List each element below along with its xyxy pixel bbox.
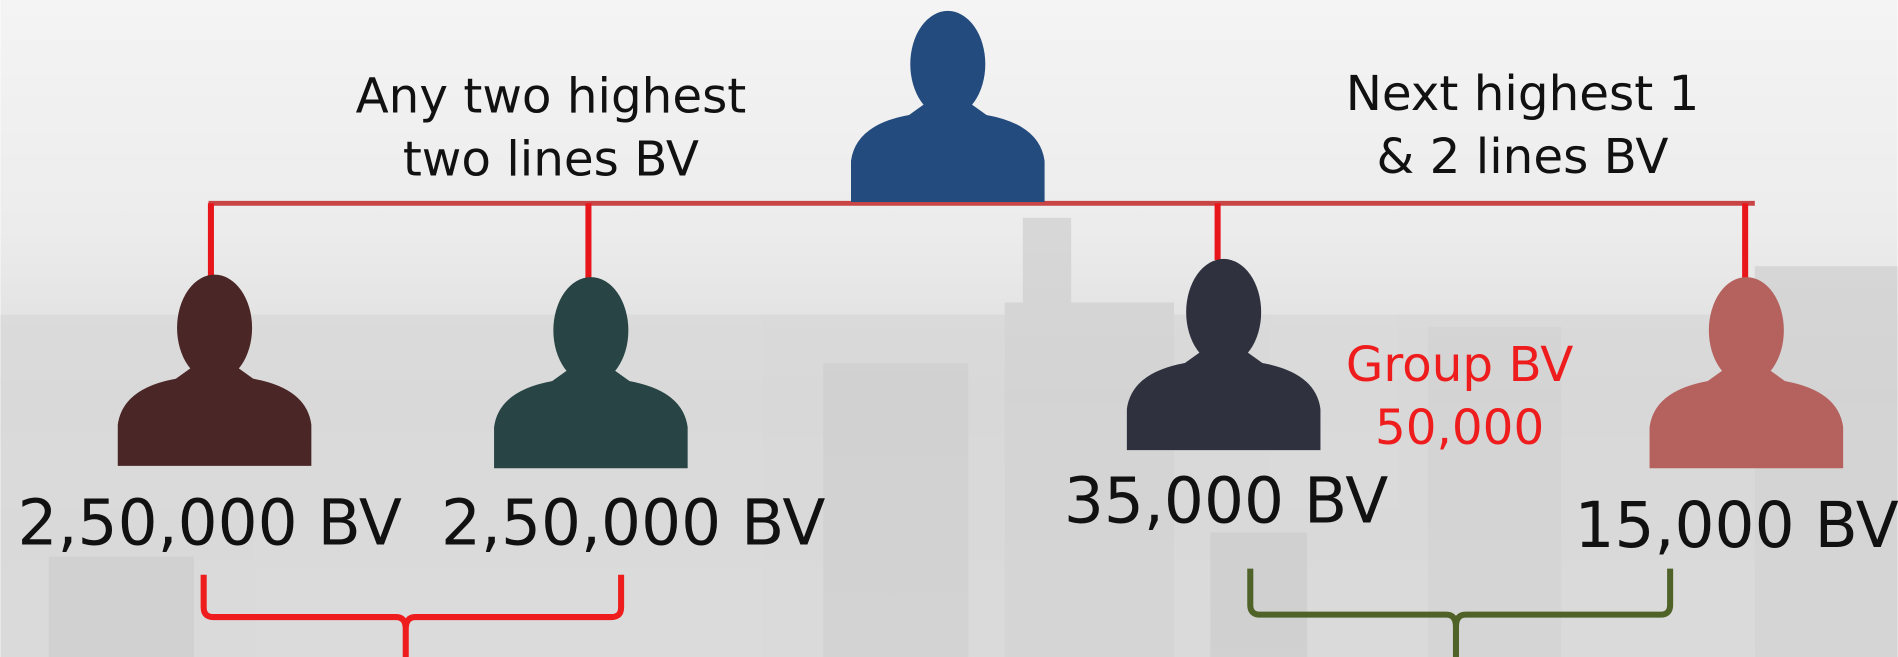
group-title: Group BV: [1346, 337, 1573, 393]
node-label: 15,000 BV: [1574, 489, 1898, 562]
bracket: [1247, 568, 1674, 657]
group-value: 50,000: [1375, 400, 1544, 456]
bracket: [200, 574, 625, 657]
node-label: 2,50,000 BV: [18, 486, 402, 559]
caption: Next highest 1: [1346, 66, 1700, 122]
caption: two lines BV: [403, 131, 699, 187]
branch-lines: [207, 203, 1749, 281]
node-label: 35,000 BV: [1064, 465, 1388, 538]
city-skyline: [0, 217, 1898, 657]
caption: Any two highest: [356, 69, 747, 125]
node-label: 2,50,000 BV: [441, 486, 825, 559]
caption: & 2 lines BV: [1377, 129, 1669, 185]
